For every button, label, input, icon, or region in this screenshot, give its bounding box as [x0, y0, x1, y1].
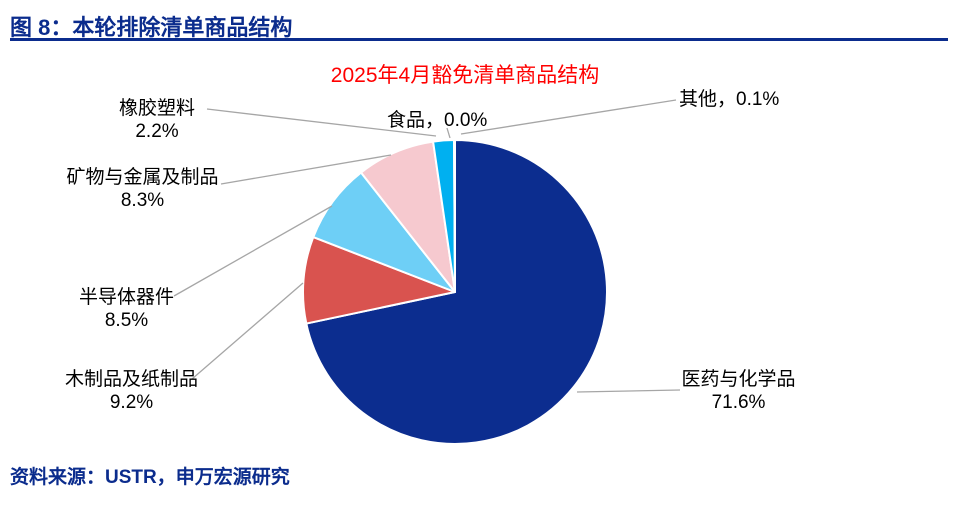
- label-wood-paper-value: 9.2%: [109, 392, 154, 413]
- pie-slice-pharma-chemicals: [305, 139, 608, 445]
- label-semiconductors-value: 8.5%: [104, 310, 149, 331]
- label-wood-paper-name: 木制品及纸制品: [64, 369, 198, 390]
- leader-line-rubber: [206, 108, 437, 137]
- pie-slice-other: [453, 138, 456, 293]
- label-pharma: 医药与化学品 71.6%: [661, 368, 816, 414]
- pie-slice-wood-paper: [302, 236, 456, 325]
- label-minerals-value: 8.3%: [120, 190, 165, 211]
- leader-line-minerals: [220, 154, 392, 185]
- label-rubber-value: 2.2%: [135, 121, 179, 142]
- label-rubber: 橡胶塑料 2.2%: [94, 97, 220, 143]
- label-food: 食品，0.0%: [387, 110, 488, 131]
- pie-slices: [302, 138, 608, 445]
- label-rubber-name: 橡胶塑料: [118, 98, 195, 119]
- caption-divider: [10, 38, 948, 41]
- leader-line-semiconductors: [173, 205, 333, 297]
- chart-title: 2025年4月豁免清单商品结构: [330, 64, 600, 87]
- leader-line-pharma: [576, 389, 681, 393]
- label-wood-paper: 木制品及纸制品 9.2%: [54, 368, 209, 414]
- leader-line-wood-paper: [191, 282, 304, 380]
- label-minerals-name: 矿物与金属及制品: [66, 167, 219, 188]
- label-semiconductors: 半导体器件 8.5%: [63, 286, 190, 332]
- leader-line-food: [446, 127, 451, 139]
- label-pharma-name: 医药与化学品: [681, 369, 796, 390]
- figure-caption: 图 8：本轮排除清单商品结构: [10, 15, 293, 40]
- leader-lines: [173, 99, 681, 393]
- label-other: 其他，0.1%: [679, 89, 780, 110]
- label-pharma-value: 71.6%: [711, 392, 766, 413]
- leader-line-other: [460, 99, 677, 135]
- label-minerals: 矿物与金属及制品 8.3%: [49, 166, 236, 212]
- source-note: 资料来源：USTR，申万宏源研究: [10, 467, 290, 488]
- label-semiconductors-name: 半导体器件: [78, 287, 174, 308]
